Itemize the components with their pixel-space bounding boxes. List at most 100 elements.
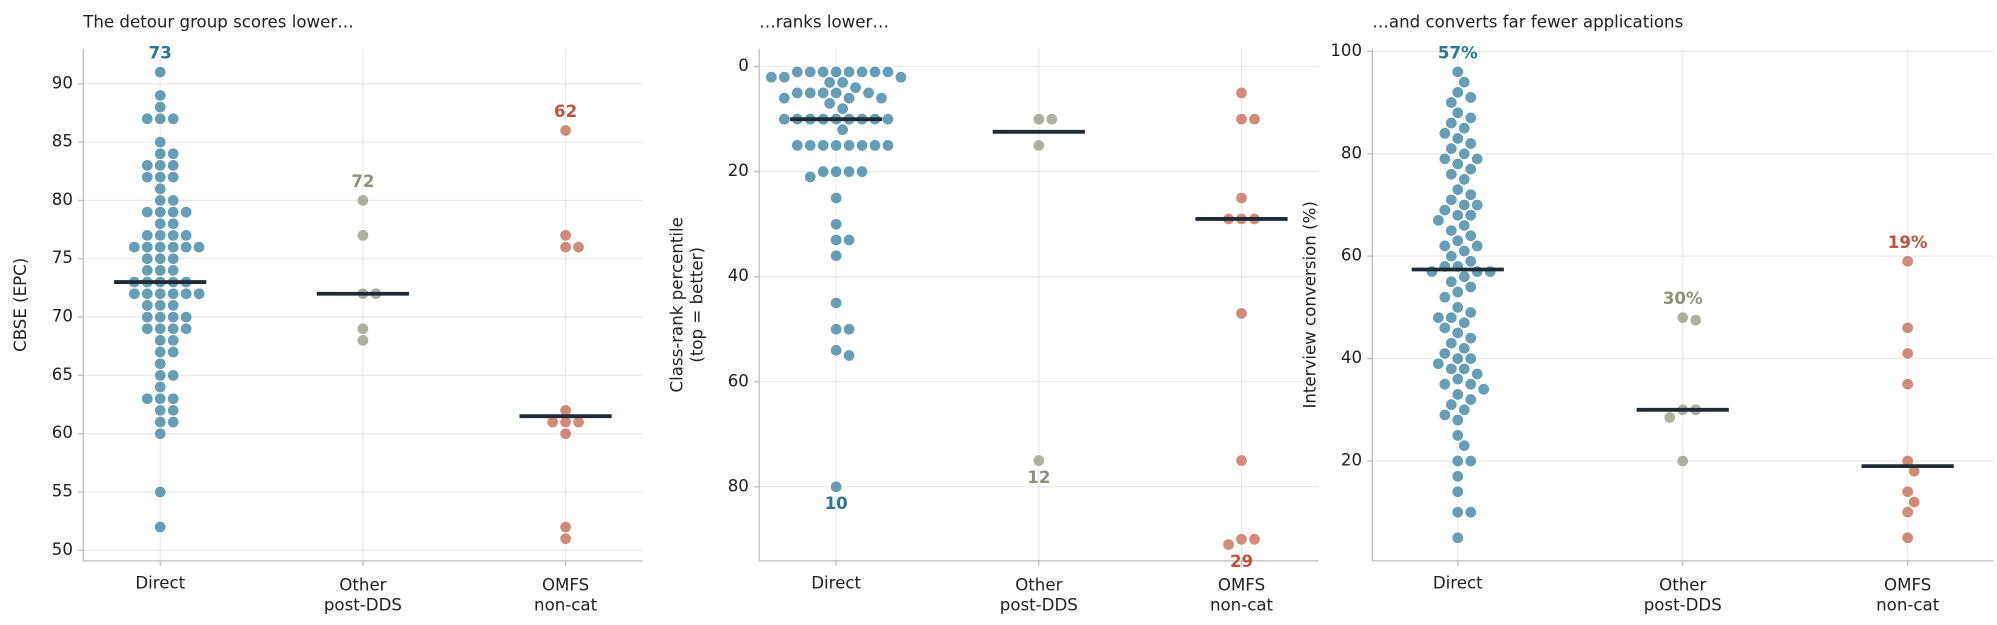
data-point (855, 165, 869, 179)
y-tick-label: 60 (1341, 246, 1362, 265)
data-point (1464, 393, 1478, 406)
data-point (559, 427, 573, 441)
data-point (1451, 372, 1465, 386)
data-point (1464, 505, 1478, 519)
data-point (777, 112, 791, 126)
data-point (1457, 439, 1471, 453)
data-point (1235, 532, 1248, 546)
data-point (1470, 265, 1484, 278)
data-point (1451, 388, 1465, 401)
data-point (829, 249, 843, 263)
data-point (1451, 531, 1465, 545)
y-tick-label: 70 (52, 307, 73, 326)
y-tick-label: 65 (52, 365, 73, 384)
data-point (823, 76, 837, 89)
data-point (1464, 331, 1478, 345)
data-point (1451, 469, 1465, 483)
data-point (1464, 280, 1478, 294)
data-point (1483, 265, 1497, 278)
data-point (1444, 275, 1458, 289)
data-point (153, 299, 167, 312)
data-point (881, 112, 895, 126)
data-point (166, 333, 180, 347)
data-point (836, 102, 850, 116)
data-point (829, 191, 843, 205)
data-point (1032, 454, 1046, 467)
data-point (153, 368, 167, 382)
data-point (192, 287, 206, 301)
data-point (356, 229, 370, 242)
data-point (166, 112, 180, 126)
data-point (803, 86, 817, 100)
median-label: 30% (1663, 289, 1703, 308)
data-point (1457, 341, 1471, 355)
y-tick-label: 80 (1341, 143, 1362, 162)
data-point (1451, 132, 1465, 145)
data-point (1451, 65, 1465, 79)
data-point (1444, 224, 1458, 237)
data-point (1235, 191, 1248, 205)
data-point (842, 349, 856, 362)
data-point (1438, 377, 1452, 391)
median-label: 72 (351, 172, 374, 191)
panel-title: …and converts far fewer applications (1372, 13, 1683, 32)
data-point (166, 392, 180, 406)
data-point (1032, 112, 1046, 126)
data-point (153, 205, 167, 219)
x-tick-label: Direct (811, 573, 861, 592)
data-point (1464, 306, 1478, 319)
y-tick-label: 55 (52, 482, 73, 501)
data-point (1444, 193, 1458, 207)
data-point (140, 392, 154, 406)
data-point (1901, 531, 1915, 545)
data-point (140, 264, 154, 277)
data-point (790, 139, 804, 152)
data-point (1464, 352, 1478, 365)
data-point (559, 124, 573, 137)
data-point (829, 296, 843, 310)
data-point (140, 159, 154, 172)
data-point (1464, 162, 1478, 176)
data-point (153, 100, 167, 114)
y-tick-label: 100 (1330, 41, 1362, 60)
data-point (153, 240, 167, 254)
data-point (1457, 403, 1471, 417)
data-point (153, 229, 167, 242)
data-point (1444, 311, 1458, 325)
data-point (829, 322, 843, 336)
data-point (1464, 254, 1478, 268)
data-point (1444, 167, 1458, 181)
data-point (855, 65, 869, 79)
y-tick-label: 40 (728, 266, 749, 285)
data-point (1451, 485, 1465, 499)
data-point (166, 287, 180, 301)
data-point (153, 485, 167, 499)
data-point (816, 165, 830, 179)
data-point (816, 65, 830, 79)
data-point (1451, 505, 1465, 519)
data-point (166, 205, 180, 219)
data-point (153, 357, 167, 371)
data-point (1235, 307, 1248, 320)
data-point (829, 86, 843, 100)
median-label: 19% (1888, 233, 1928, 252)
x-tick-label: OMFS non-cat (1876, 575, 1940, 614)
data-point (166, 170, 180, 184)
x-tick-label: Direct (1433, 573, 1483, 592)
y-tick-label: 60 (728, 371, 749, 390)
data-point (153, 217, 167, 231)
data-point (1431, 357, 1445, 371)
data-point (1451, 454, 1465, 468)
data-point (829, 65, 843, 79)
data-point (777, 70, 791, 84)
data-point (166, 217, 180, 231)
data-point (153, 89, 167, 102)
data-point (166, 194, 180, 207)
y-axis-label: CBSE (EPC) (11, 258, 30, 352)
data-point (881, 65, 895, 79)
data-point (140, 205, 154, 219)
data-point (1470, 367, 1484, 381)
data-point (356, 333, 370, 347)
data-point (140, 310, 154, 324)
data-point (1235, 454, 1248, 467)
